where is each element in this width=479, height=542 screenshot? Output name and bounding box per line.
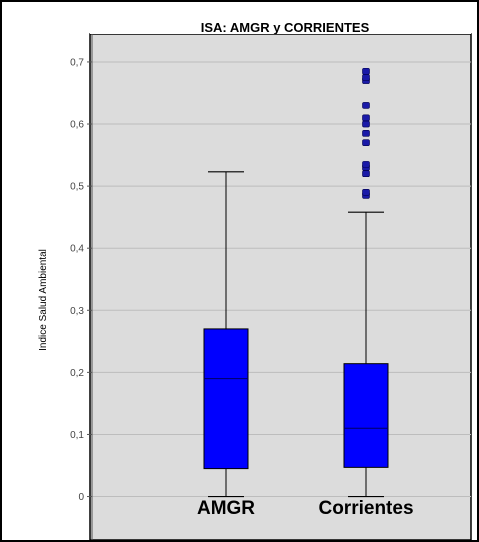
grid-lines [92,61,471,498]
outlier-point [362,67,370,75]
category-labels: AMGR Corrientes [197,498,414,519]
box-group-amgr [203,171,249,498]
y-tick-label: 0,6 [70,120,84,131]
category-label-amgr: AMGR [197,498,255,519]
y-tick-label: 0 [78,492,84,503]
y-tick-label: 0,3 [70,306,84,317]
chart-title: ISA: AMGR y CORRIENTES [201,20,370,35]
outlier-point [362,130,370,137]
category-label-corrientes: Corrientes [318,498,413,519]
y-tick-label: 0,1 [70,430,84,441]
y-tick-label: 0,5 [70,182,84,193]
outlier-point [362,139,370,146]
outlier-point [362,102,370,109]
box-group-corrientes [343,67,389,498]
y-axis-label: Indice Salud Ambiental [38,249,49,351]
y-tick-label: 0,4 [70,244,84,255]
outlier-point [362,74,370,81]
outlier-point [362,170,370,177]
boxes [203,67,389,498]
outlier-point [362,120,370,128]
iqr-box [343,363,389,468]
y-tick-label: 0,7 [70,57,84,68]
outlier-point [362,189,370,196]
iqr-box [203,328,249,470]
y-tick-label: 0,2 [70,368,84,379]
title-strip [90,20,471,34]
outlier-point [362,114,370,122]
plot-area [90,34,471,540]
outlier-point [362,161,370,168]
y-axis: 0 0,1 0,2 0,3 0,4 0,5 0,6 0,7 [70,34,93,540]
